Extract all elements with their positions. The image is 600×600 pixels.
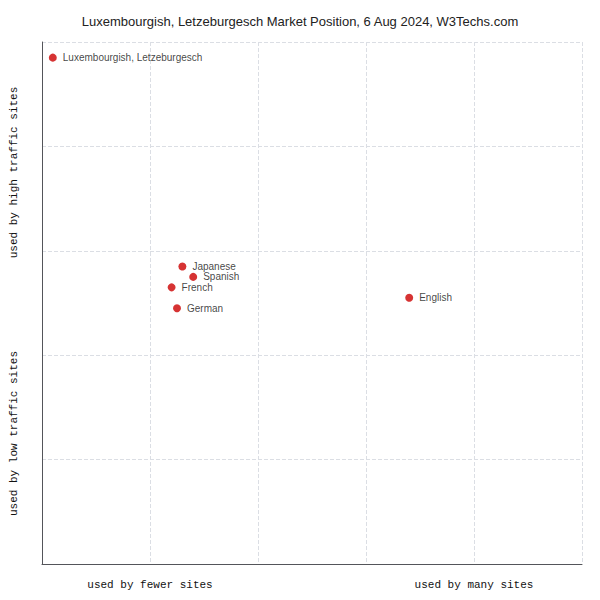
svg-text:Luxembourgish, Letzeburgesch M: Luxembourgish, Letzeburgesch Market Posi…: [82, 14, 518, 29]
svg-text:English: English: [419, 292, 452, 303]
svg-text:Spanish: Spanish: [203, 271, 239, 282]
svg-text:used by low traffic sites: used by low traffic sites: [8, 351, 20, 516]
svg-text:Luxembourgish, Letzeburgesch: Luxembourgish, Letzeburgesch: [63, 52, 203, 63]
svg-text:German: German: [187, 303, 223, 314]
svg-text:Japanese: Japanese: [192, 261, 236, 272]
svg-text:used by fewer sites: used by fewer sites: [87, 579, 212, 591]
svg-text:French: French: [182, 282, 213, 293]
svg-text:used by high traffic sites: used by high traffic sites: [8, 87, 20, 259]
svg-text:used by many sites: used by many sites: [415, 579, 534, 591]
